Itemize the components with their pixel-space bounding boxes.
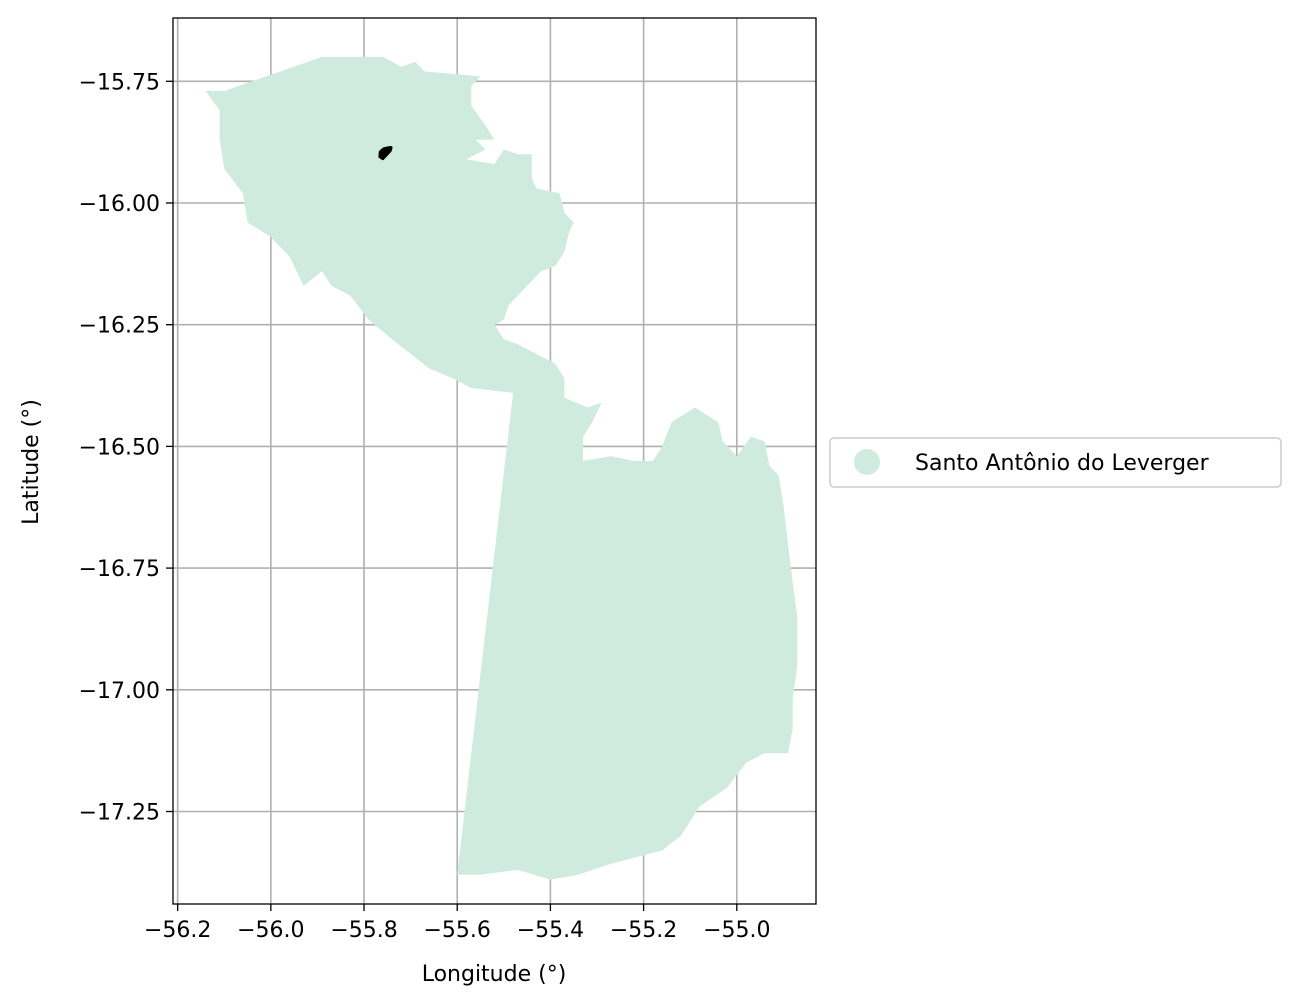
y-tick-label: −17.00 [79, 679, 160, 704]
x-tick-label: −55.0 [703, 918, 770, 943]
x-axis: −56.2 −56.0 −55.8 −55.6 −55.4 −55.2 −55.0 [144, 904, 771, 943]
x-tick-label: −56.0 [237, 918, 304, 943]
y-tick-label: −16.00 [79, 192, 160, 217]
y-tick-label: −15.75 [79, 70, 160, 95]
legend-marker [854, 449, 880, 475]
y-axis: −15.75 −16.00 −16.25 −16.50 −16.75 −17.00 −17.… [79, 70, 173, 826]
x-tick-label: −55.8 [330, 918, 397, 943]
x-axis-label: Longitude (°) [422, 962, 567, 987]
legend: Santo Antônio do Leverger [829, 437, 1282, 488]
legend-box [829, 437, 1282, 488]
municipality-marker [378, 146, 393, 161]
x-tick-label: −56.2 [144, 918, 211, 943]
y-tick-label: −16.25 [79, 314, 160, 339]
y-tick-label: −16.75 [79, 557, 160, 582]
x-tick-label: −55.2 [610, 918, 677, 943]
x-tick-label: −55.4 [517, 918, 584, 943]
plot-frame [172, 17, 817, 905]
y-tick-label: −16.50 [79, 435, 160, 460]
y-tick-label: −17.25 [79, 801, 160, 826]
y-axis-label: Latitude (°) [19, 399, 44, 525]
legend-label: Santo Antônio do Leverger [915, 451, 1210, 476]
region-santo-antonio-do-leverger [205, 56, 798, 880]
x-tick-label: −55.6 [424, 918, 491, 943]
